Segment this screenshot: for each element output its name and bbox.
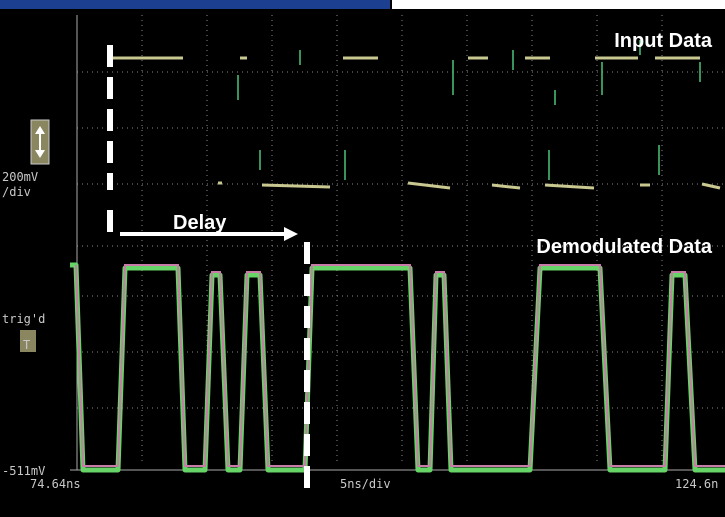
- scope-screen: Input Data Delay Demodulated Data 200mV …: [0, 0, 725, 517]
- top-bar: [0, 0, 390, 9]
- demodulated-label: Demodulated Data: [536, 236, 712, 258]
- time-end: 124.6n: [675, 477, 718, 491]
- top-bar-right: [392, 0, 725, 9]
- div-unit: /div: [2, 185, 31, 199]
- page: {"labels": {"input": "Input Data", "dela…: [0, 0, 725, 517]
- input-label: Input Data: [614, 30, 713, 52]
- offset: -511mV: [2, 464, 45, 478]
- trigger-status: trig'd: [2, 312, 45, 326]
- time-per-div: 5ns/div: [340, 477, 391, 491]
- volts-per-div: 200mV: [2, 170, 38, 184]
- trigger-mark: T: [23, 338, 30, 352]
- time-start: 74.64ns: [30, 477, 81, 491]
- delay-label: Delay: [173, 212, 227, 234]
